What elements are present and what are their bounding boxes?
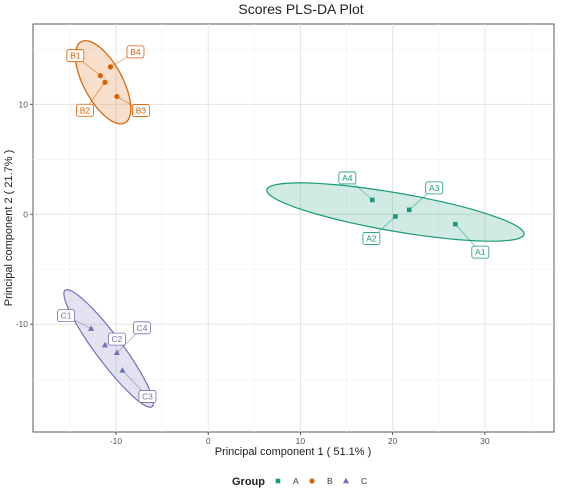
label-B3: B3: [136, 106, 147, 116]
point-labels: A1 A2 A3 A4 B1 B2 B3 B4 C1 C2 C3 C4: [57, 45, 490, 403]
ellipse-A: [266, 182, 525, 242]
point-B4: [107, 64, 114, 70]
x-tick-label: 10: [296, 436, 306, 446]
ellipse-C: [63, 288, 155, 408]
legend-key-A: [275, 478, 281, 484]
label-box-C2: [108, 332, 126, 346]
legend: Group A B C: [232, 476, 367, 488]
label-B2: B2: [80, 105, 91, 115]
label-box-A1: [471, 245, 490, 259]
label-box-A4: [338, 171, 357, 185]
legend-key-C: [342, 477, 350, 484]
label-B4: B4: [130, 47, 141, 57]
label-C3: C3: [142, 391, 153, 401]
point-B3: [114, 93, 120, 100]
label-C4: C4: [136, 323, 147, 333]
point-B1: [97, 73, 103, 79]
x-tick-label: -10: [110, 436, 123, 446]
point-C4: [113, 349, 121, 356]
label-B1: B1: [70, 51, 81, 61]
point-A4: [370, 197, 375, 203]
point-C2: [101, 341, 109, 348]
point-A3: [406, 207, 412, 213]
label-A3: A3: [429, 183, 440, 193]
label-box-C1: [57, 309, 75, 323]
label-box-B3: [132, 104, 150, 117]
chart-title: Scores PLS-DA Plot: [238, 1, 363, 17]
legend-label-A: A: [293, 476, 299, 486]
legend-label-C: C: [361, 476, 367, 486]
label-A1: A1: [475, 247, 486, 257]
label-box-C3: [138, 390, 157, 403]
label-A2: A2: [366, 233, 377, 243]
x-tick-label: 30: [480, 436, 490, 446]
axis-ticks: -10 0 10 20 30 -10 0 10: [16, 99, 490, 446]
label-box-B2: [76, 103, 94, 117]
legend-key-B: [309, 478, 315, 484]
point-C1: [87, 325, 95, 331]
point-B2: [102, 79, 108, 85]
grid-lines: [33, 24, 554, 432]
y-tick-label: -10: [16, 319, 29, 329]
y-axis-label: Principal component 2 ( 21.7% ): [3, 150, 15, 307]
legend-title: Group: [232, 476, 265, 488]
label-A4: A4: [342, 173, 353, 183]
point-C3: [119, 367, 126, 373]
label-C1: C1: [61, 311, 72, 321]
legend-label-B: B: [327, 476, 333, 486]
y-tick-label: 0: [23, 209, 28, 219]
point-A2: [393, 214, 398, 219]
data-points: [87, 64, 458, 373]
label-box-A2: [362, 232, 381, 245]
label-box-A3: [425, 181, 444, 195]
point-A1: [453, 221, 458, 227]
x-tick-label: 0: [206, 436, 211, 446]
label-C2: C2: [111, 334, 122, 344]
label-box-B1: [66, 49, 85, 63]
label-box-B4: [126, 45, 145, 59]
y-tick-label: 10: [19, 99, 29, 109]
plot-panel: [32, 23, 555, 433]
x-axis-label: Principal component 1 ( 51.1% ): [215, 446, 372, 458]
label-box-C4: [133, 321, 151, 335]
x-tick-label: 20: [388, 436, 398, 446]
